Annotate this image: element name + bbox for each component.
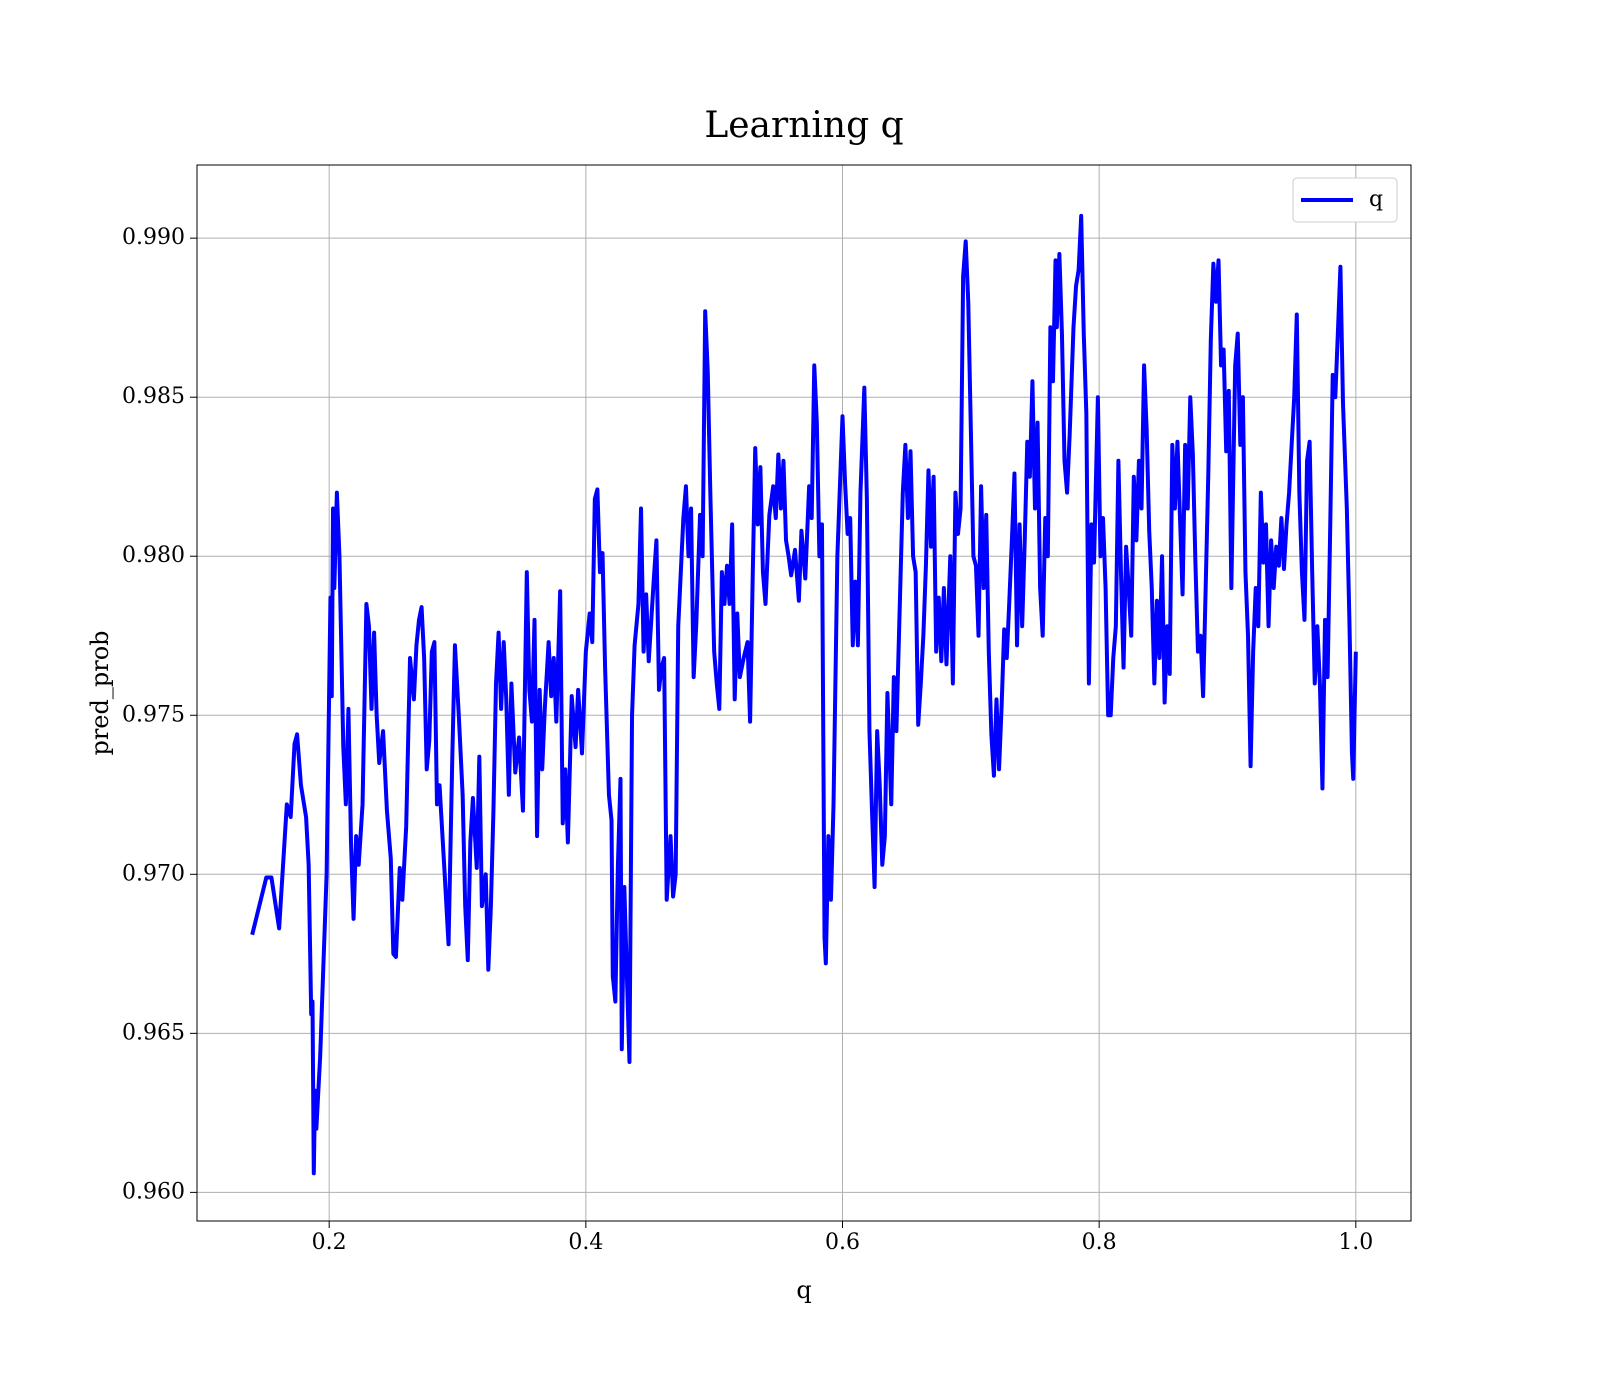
plot-frame: [196, 164, 1412, 1222]
x-tick-label: 0.6: [825, 1230, 860, 1255]
x-tick-label: 0.8: [1082, 1230, 1117, 1255]
x-tick-label: 0.2: [312, 1230, 347, 1255]
y-tick-label: 0.965: [122, 1020, 185, 1045]
y-axis-label: pred_prob: [86, 630, 114, 755]
y-tick-label: 0.980: [122, 543, 185, 568]
y-tick-label: 0.975: [122, 702, 185, 727]
y-tick-label: 0.960: [122, 1179, 185, 1204]
y-tick-label: 0.990: [122, 225, 185, 250]
legend-label: q: [1369, 187, 1383, 212]
x-tick-label: 0.4: [568, 1230, 603, 1255]
chart-title: Learning q: [704, 105, 903, 146]
x-tick-label: 1.0: [1338, 1230, 1373, 1255]
y-tick-label: 0.970: [122, 861, 185, 886]
data-line: [250, 213, 1358, 1176]
x-axis-label: q: [796, 1276, 811, 1304]
y-tick-label: 0.985: [122, 384, 185, 409]
